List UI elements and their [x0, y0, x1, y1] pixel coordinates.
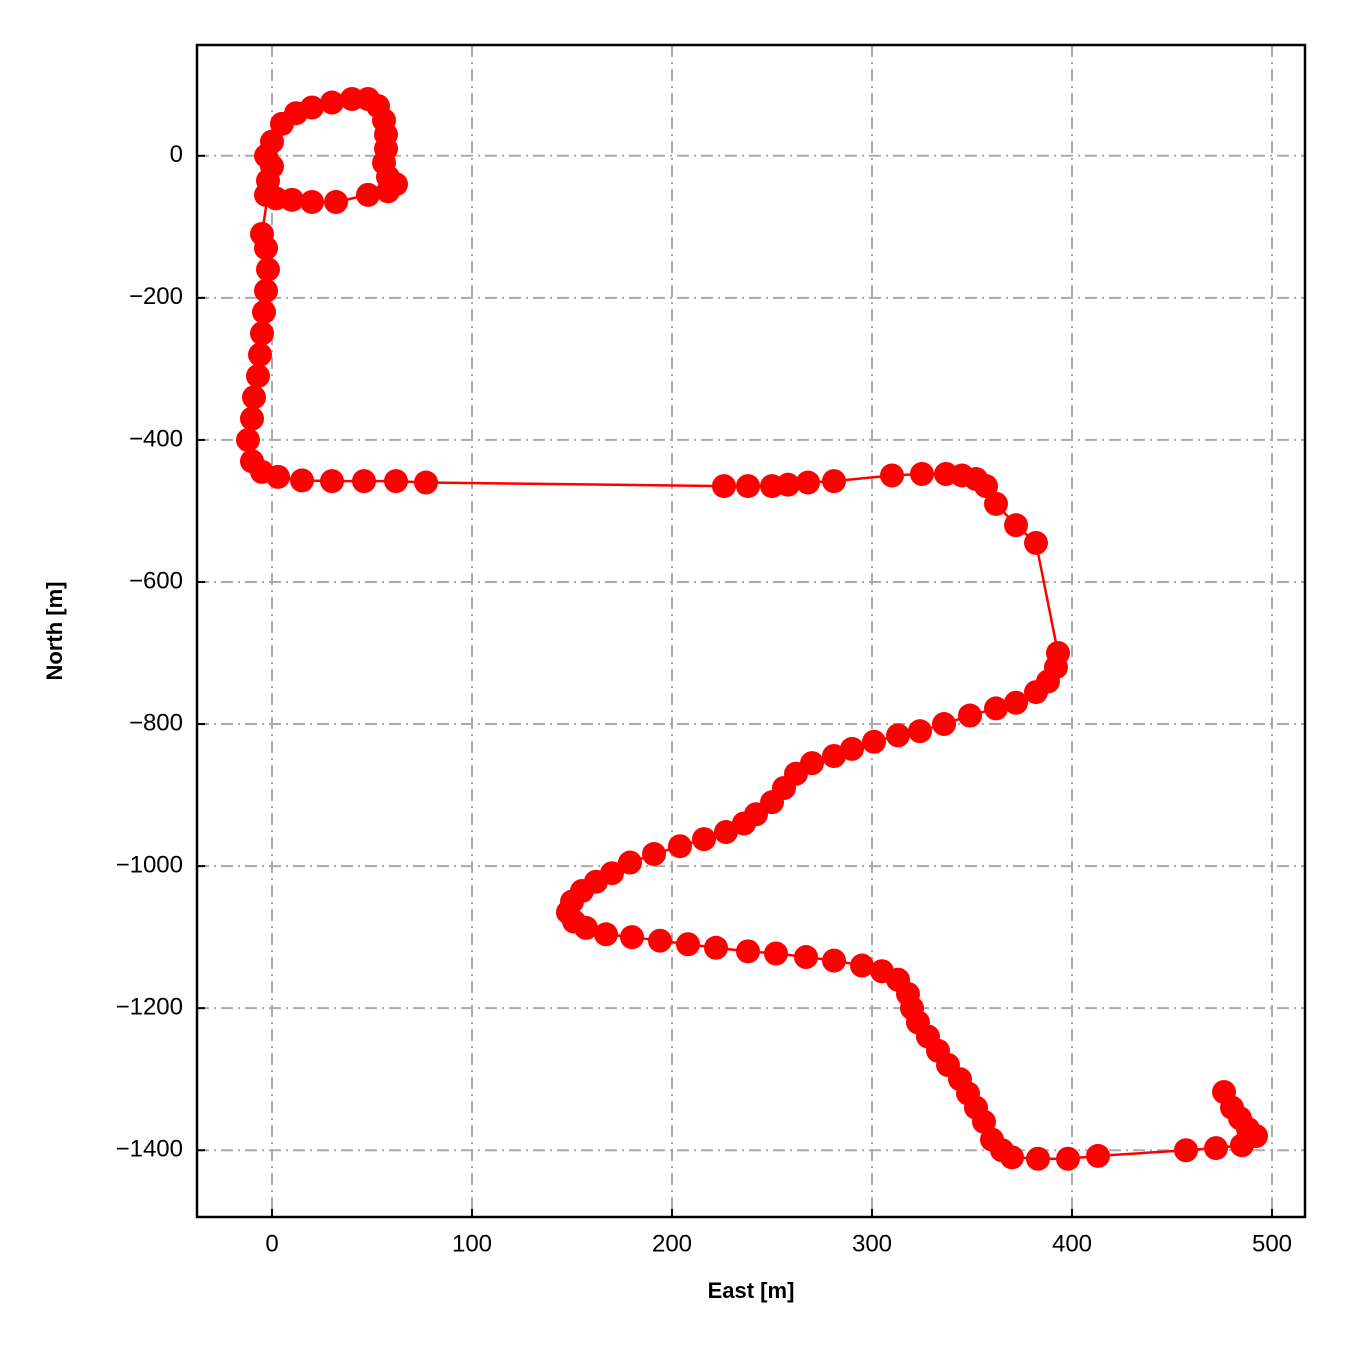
marker [1086, 1143, 1110, 1168]
marker [714, 820, 738, 845]
y-tick-label: −1400 [116, 1136, 183, 1163]
marker [300, 189, 324, 214]
marker [254, 278, 278, 303]
marker [352, 469, 376, 494]
x-tick-label: 500 [1252, 1230, 1292, 1257]
y-tick-label: −800 [129, 709, 183, 736]
marker [250, 321, 274, 346]
marker [1024, 680, 1048, 705]
marker [736, 474, 760, 499]
marker [1024, 530, 1048, 555]
marker [862, 729, 886, 754]
x-axis-title: East [m] [708, 1278, 795, 1303]
marker [974, 474, 998, 499]
marker [290, 468, 314, 493]
trajectory-line [246, 97, 1259, 1161]
marker [242, 385, 266, 410]
marker [984, 491, 1008, 516]
marker [300, 95, 324, 120]
marker [320, 90, 344, 115]
marker [1004, 690, 1028, 715]
marker [822, 948, 846, 973]
marker [252, 300, 276, 325]
marker [692, 827, 716, 852]
x-tick-label: 0 [265, 1230, 278, 1257]
x-tick-label: 300 [852, 1230, 892, 1257]
marker [1000, 1145, 1024, 1170]
marker [764, 941, 788, 966]
marker [958, 703, 982, 728]
marker [324, 189, 348, 214]
marker [642, 842, 666, 867]
y-tick-label: 0 [170, 141, 183, 168]
marker [648, 928, 672, 953]
marker [594, 922, 618, 947]
marker [266, 464, 290, 489]
marker [932, 712, 956, 737]
marker [676, 932, 700, 957]
marker [850, 953, 874, 978]
marker [1026, 1146, 1050, 1171]
marker [886, 723, 910, 748]
x-tick-label: 100 [452, 1230, 492, 1257]
y-axis-title: North [m] [42, 582, 67, 681]
marker [796, 470, 820, 495]
marker [256, 257, 280, 282]
marker [822, 469, 846, 494]
marker [712, 474, 736, 499]
y-tick-label: −600 [129, 567, 183, 594]
marker [822, 744, 846, 769]
marker [260, 154, 284, 179]
marker [260, 129, 284, 154]
marker [236, 427, 260, 452]
marker [248, 342, 272, 367]
marker [384, 469, 408, 494]
marker [840, 736, 864, 761]
marker [880, 463, 904, 488]
marker [320, 469, 344, 494]
marker [736, 939, 760, 964]
y-tick-label: −1200 [116, 994, 183, 1021]
y-tick-label: −400 [129, 425, 183, 452]
plot-frame [195, 43, 1307, 1219]
marker [414, 470, 438, 495]
marker [776, 472, 800, 497]
marker [794, 945, 818, 970]
marker [1174, 1138, 1198, 1163]
marker [376, 179, 400, 204]
marker [908, 719, 932, 744]
marker [1056, 1146, 1080, 1171]
marker [668, 834, 692, 859]
marker [574, 915, 598, 940]
marker [356, 182, 380, 207]
marker [618, 850, 642, 875]
marker [984, 696, 1008, 721]
marker [1004, 513, 1028, 538]
x-tick-label: 400 [1052, 1230, 1092, 1257]
x-tick-label: 200 [652, 1230, 692, 1257]
marker [910, 462, 934, 487]
marker [1204, 1136, 1228, 1161]
marker [240, 406, 264, 431]
y-tick-label: −200 [129, 283, 183, 310]
marker [246, 364, 270, 389]
y-tick-label: −1000 [116, 851, 183, 878]
marker [732, 811, 756, 836]
marker [1212, 1079, 1236, 1104]
marker [620, 925, 644, 950]
marker [254, 236, 278, 261]
marker [704, 935, 728, 960]
